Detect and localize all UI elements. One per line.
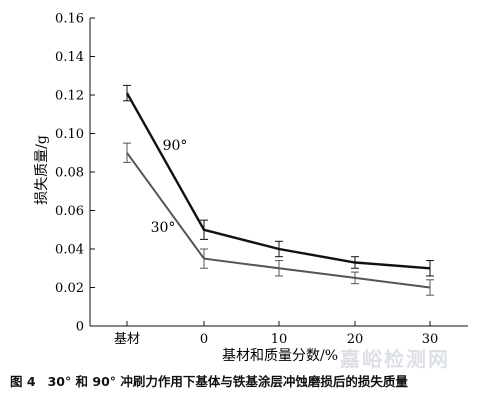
series-label: 90° [163,138,188,154]
x-tick-label: 基材 [114,332,140,347]
series-label: 30° [151,220,176,236]
y-tick-label: 0.12 [55,89,84,104]
figure-number: 图 4 [10,374,36,389]
chart-ticks: 0 0.02 0.04 0.06 0.08 0.10 0.12 0.14 0.16 基材 0 10 20… [55,12,438,348]
y-tick-label: 0.14 [55,50,84,65]
y-tick-label: 0.08 [55,166,84,181]
y-tick-label: 0.16 [55,12,84,27]
y-tick-label: 0.04 [55,243,84,258]
y-tick-label: 0 [76,320,84,335]
y-tick-label: 0.02 [55,281,84,296]
y-tick-label: 0.10 [55,127,84,142]
x-tick-label: 0 [200,332,208,347]
y-axis-label: 损失质量/g [34,135,50,205]
x-tick-label: 20 [347,332,364,347]
chart-series: 90° 30° [123,84,434,296]
x-axis-label: 基材和质量分数/% [222,347,338,364]
x-tick-label: 30 [422,332,439,347]
chart-axes [89,18,468,327]
figure-caption-text: 30° 和 90° 冲刷力作用下基体与铁基涂层冲蚀磨损后的损失质量 [47,374,408,389]
figure-caption: 图 4 30° 和 90° 冲刷力作用下基体与铁基涂层冲蚀磨损后的损失质量 [10,371,485,390]
x-tick-label: 10 [271,332,288,347]
y-tick-label: 0.06 [55,204,84,219]
watermark-logo: 嘉峪检测网 [340,347,450,371]
loss-mass-chart: 0 0.02 0.04 0.06 0.08 0.10 0.12 0.14 0.16 基材 0 10 20… [34,12,468,364]
